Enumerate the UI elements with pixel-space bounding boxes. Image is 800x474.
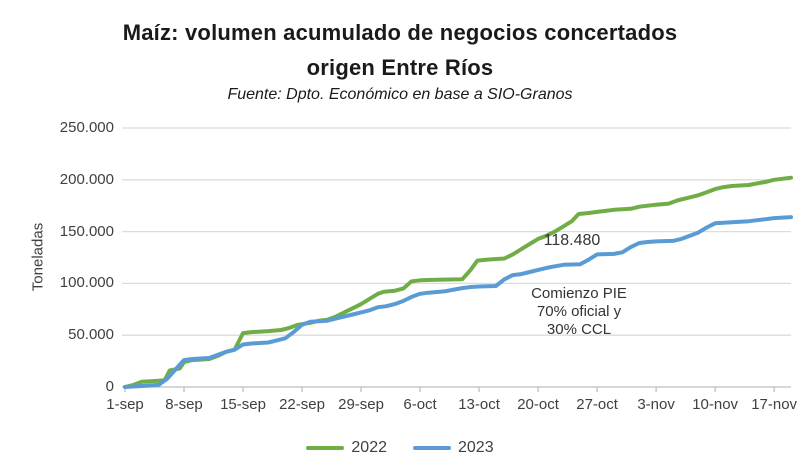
y-tick-label: 250.000 <box>59 119 114 136</box>
annotation-line3: 30% CCL <box>546 321 612 338</box>
y-tick-label: 200.000 <box>59 170 114 188</box>
data-label-118480: 118.480 <box>543 232 601 249</box>
chart-title-line1: Maíz: volumen acumulado de negocios conc… <box>122 20 678 45</box>
x-tick-label: 6-oct <box>403 396 437 413</box>
legend-label-2023: 2023 <box>458 439 494 456</box>
x-tick-label: 20-oct <box>517 396 559 413</box>
x-tick-label: 27-oct <box>576 396 618 413</box>
x-tick-label: 22-sep <box>279 396 325 413</box>
legend-label-2022: 2022 <box>351 439 387 456</box>
legend-item-2022: 2022 <box>306 439 387 457</box>
chart-legend: 2022 2023 <box>0 439 800 457</box>
annotation-comienzo-pie: Comienzo PIE 70% oficial y 30% CCL <box>505 285 653 339</box>
legend-swatch-2022 <box>306 446 345 450</box>
y-tick-label: 150.000 <box>59 222 114 240</box>
series-line-2022 <box>123 175 793 389</box>
x-tick-label: 1-sep <box>106 396 144 413</box>
y-tick-label: 100.000 <box>59 274 114 292</box>
chart-subtitle: Fuente: Dpto. Económico en base a SIO-Gr… <box>227 86 573 103</box>
legend-item-2023: 2023 <box>413 439 494 457</box>
x-tick-label: 15-sep <box>220 396 266 413</box>
y-tick-label: 50.000 <box>68 326 114 344</box>
x-tick-label: 8-sep <box>165 396 203 413</box>
x-tick-label: 29-sep <box>338 396 384 413</box>
x-tick-label: 3-nov <box>637 396 675 413</box>
series-line-2023 <box>123 215 793 389</box>
annotation-line1: Comienzo PIE <box>531 285 627 302</box>
x-tick-label: 17-nov <box>751 396 798 413</box>
x-tick-label: 13-oct <box>458 396 500 413</box>
legend-swatch-2023 <box>413 446 451 450</box>
x-tick-label: 10-nov <box>692 396 739 413</box>
annotation-line2: 70% oficial y <box>536 303 622 320</box>
y-tick-label: 0 <box>105 378 114 395</box>
chart-title-line2: origen Entre Ríos <box>306 55 494 80</box>
